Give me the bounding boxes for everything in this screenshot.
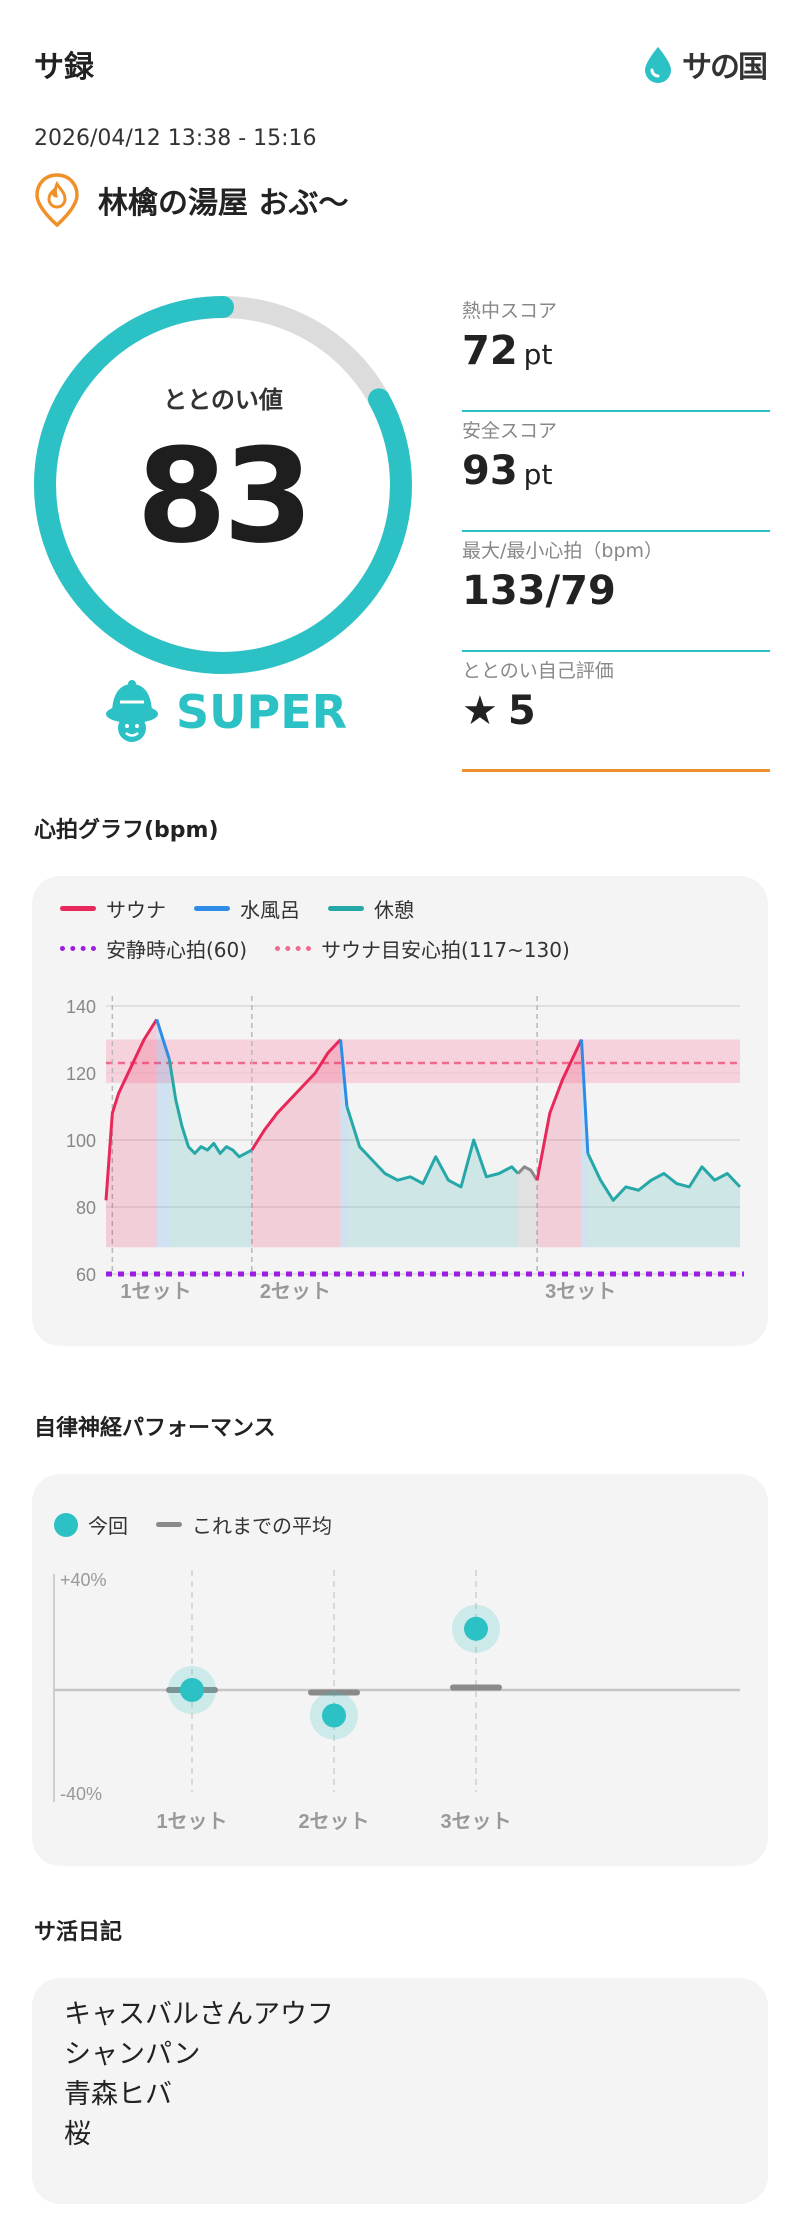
session-datetime: 2026/04/12 13:38 - 15:16 bbox=[34, 126, 317, 151]
autonomic-card: 今回 これまでの平均 +40% -40% 1セット 2セット 3セット bbox=[32, 1474, 768, 1866]
diary-card: キャスバルさんアウフ シャンパン 青森ヒバ 桜 bbox=[32, 1978, 768, 2204]
logo-text: サの国 bbox=[682, 50, 768, 85]
legend-rest: 休憩 bbox=[328, 894, 414, 923]
legend-swatch bbox=[275, 946, 312, 951]
facility-name: 林檎の湯屋 おぶ〜 bbox=[98, 186, 349, 221]
totonoi-value: 83 bbox=[136, 420, 314, 572]
autonomic-legend: 今回 これまでの平均 bbox=[54, 1510, 332, 1539]
metric-value: 93 pt bbox=[462, 448, 553, 494]
diary-title: サ活日記 bbox=[34, 1920, 123, 1945]
segment-line-rest bbox=[167, 1059, 253, 1159]
diary-line: 桜 bbox=[64, 2119, 91, 2150]
metric-unit: pt bbox=[523, 458, 553, 491]
y-tick-label: 120 bbox=[66, 1064, 96, 1084]
legend-average: これまでの平均 bbox=[156, 1510, 332, 1539]
current-point bbox=[464, 1616, 488, 1641]
flame-pin-icon bbox=[35, 173, 79, 228]
target-band bbox=[106, 1039, 740, 1084]
legend-swatch bbox=[60, 906, 96, 911]
y-tick-label: -40% bbox=[60, 1784, 102, 1804]
autonomic-chart: +40% -40% 1セット 2セット 3セット bbox=[53, 1570, 740, 1833]
segment-area-rest bbox=[587, 1153, 740, 1248]
x-category-label: 3セット bbox=[440, 1811, 511, 1833]
metric-label: ととのい自己評価 bbox=[462, 660, 614, 682]
brand-logo[interactable]: サの国 bbox=[642, 42, 768, 86]
legend-swatch bbox=[194, 906, 230, 911]
set-label: 2セット bbox=[260, 1281, 331, 1303]
heart-chart-title: 心拍グラフ(bpm) bbox=[34, 818, 219, 843]
sauna-hat-icon bbox=[106, 680, 158, 742]
metric-label: 最大/最小心拍（bpm） bbox=[462, 540, 664, 562]
y-tick-label: +40% bbox=[60, 1570, 107, 1590]
metric-label: 熱中スコア bbox=[462, 300, 558, 322]
metric-heat-score: 熱中スコア 72 pt bbox=[462, 292, 770, 412]
metric-self-rating: ととのい自己評価 ★ 5 bbox=[462, 652, 770, 772]
star-icon: ★ bbox=[462, 688, 498, 734]
metrics-list: 熱中スコア 72 pt 安全スコア 93 pt 最大/最小心拍（bpm） 133/7… bbox=[462, 292, 770, 772]
segment-area-sauna bbox=[537, 1039, 582, 1248]
legend-target: サウナ目安心拍(117~130) bbox=[275, 934, 570, 963]
segment-area-rest bbox=[169, 1059, 252, 1248]
segment-area-sauna bbox=[251, 1039, 341, 1248]
diary-line: シャンパン bbox=[64, 2039, 201, 2070]
legend-cold: 水風呂 bbox=[194, 894, 300, 923]
segment-line-cold bbox=[155, 1018, 171, 1061]
segment-line-rest bbox=[586, 1152, 742, 1202]
legend-sauna: サウナ bbox=[60, 894, 166, 923]
autonomic-title: 自律神経パフォーマンス bbox=[34, 1416, 276, 1441]
metric-value: 133/79 bbox=[462, 568, 616, 614]
legend-dot bbox=[54, 1512, 78, 1537]
metric-unit: pt bbox=[523, 338, 553, 371]
legend-current: 今回 bbox=[54, 1510, 128, 1539]
set-label: 1セット bbox=[120, 1281, 191, 1303]
totonoi-gauge bbox=[34, 296, 412, 674]
metric-label: 安全スコア bbox=[462, 420, 558, 442]
current-point bbox=[180, 1678, 204, 1702]
rank-badge: SUPER bbox=[104, 680, 347, 744]
heart-rate-chart: 140 120 100 80 60 1セット 2セット 3セット bbox=[66, 996, 744, 1303]
metric-safety-score: 安全スコア 93 pt bbox=[462, 412, 770, 532]
segment-line-sauna bbox=[535, 1038, 583, 1181]
app-header: サ録 サの国 bbox=[34, 40, 768, 86]
segment-area-other bbox=[518, 1166, 538, 1248]
segment-line-cold bbox=[339, 1039, 349, 1107]
y-tick-label: 100 bbox=[66, 1131, 96, 1151]
water-drop-icon bbox=[645, 47, 671, 83]
legend-swatch bbox=[60, 946, 96, 951]
average-marker bbox=[308, 1689, 360, 1696]
legend-resting: 安静時心拍(60) bbox=[60, 934, 247, 963]
y-tick-label: 140 bbox=[66, 997, 96, 1017]
segment-line-sauna bbox=[250, 1038, 342, 1151]
heart-legend: サウナ 水風呂 休憩 bbox=[60, 894, 414, 923]
set-label: 3セット bbox=[545, 1281, 616, 1303]
y-tick-label: 60 bbox=[76, 1265, 96, 1285]
facility-link[interactable]: 林檎の湯屋 おぶ〜 bbox=[34, 172, 348, 228]
totonoi-label: ととのい値 bbox=[163, 386, 283, 414]
segment-line-rest bbox=[345, 1106, 520, 1189]
totonoi-gauge-arc bbox=[34, 296, 412, 674]
segment-line-other bbox=[517, 1165, 539, 1182]
page-title: サ録 bbox=[34, 50, 94, 85]
x-category-label: 2セット bbox=[298, 1811, 369, 1833]
metric-heart-rate: 最大/最小心拍（bpm） 133/79 bbox=[462, 532, 770, 652]
segment-area-rest bbox=[346, 1106, 519, 1248]
diary-line: 青森ヒバ bbox=[64, 2079, 172, 2110]
segment-area-sauna bbox=[106, 1019, 157, 1248]
y-tick-label: 80 bbox=[76, 1198, 96, 1218]
average-marker bbox=[450, 1684, 502, 1691]
legend-bar bbox=[156, 1522, 182, 1527]
legend-swatch bbox=[328, 906, 364, 911]
heart-legend-lines: 安静時心拍(60) サウナ目安心拍(117~130) bbox=[60, 934, 570, 963]
diary-line: キャスバルさんアウフ bbox=[64, 1999, 334, 2030]
heart-chart-card: サウナ 水風呂 休憩 安静時心拍(60) サウナ目安心拍(117~130) 14… bbox=[32, 876, 768, 1346]
segment-line-cold bbox=[580, 1039, 590, 1154]
metric-value: 72 pt bbox=[462, 328, 553, 374]
segment-area-cold bbox=[156, 1019, 170, 1248]
current-point bbox=[322, 1703, 346, 1728]
segment-line-sauna bbox=[104, 1018, 158, 1201]
x-category-label: 1セット bbox=[156, 1811, 227, 1833]
metric-value: ★ 5 bbox=[462, 688, 536, 734]
rank-label: SUPER bbox=[176, 685, 348, 739]
